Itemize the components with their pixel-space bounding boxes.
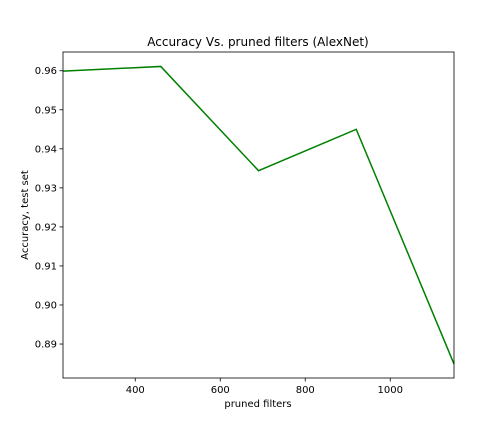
chart-title: Accuracy Vs. pruned filters (AlexNet) xyxy=(147,35,369,49)
plot-frame xyxy=(62,51,455,379)
y-tick-label: 0.96 xyxy=(35,66,57,77)
y-tick-label: 0.94 xyxy=(35,144,57,155)
x-axis: 400 600 800 1000 xyxy=(126,378,403,396)
y-axis-label: Accuracy, test set xyxy=(20,170,31,260)
x-tick-label: 800 xyxy=(296,385,315,396)
series-group xyxy=(62,65,455,365)
y-tick-label: 0.92 xyxy=(35,222,57,233)
x-axis-label: pruned filters xyxy=(224,399,291,410)
x-tick-label: 600 xyxy=(211,385,230,396)
series-line xyxy=(62,65,455,365)
x-tick-label: 1000 xyxy=(378,385,403,396)
y-tick-label: 0.89 xyxy=(35,340,57,351)
y-tick-label: 0.95 xyxy=(35,105,57,116)
y-tick-label: 0.90 xyxy=(35,300,57,311)
y-tick-label: 0.93 xyxy=(35,183,57,194)
y-axis: 0.89 0.90 0.91 0.92 0.93 0.94 0.95 0.96 xyxy=(35,66,63,351)
y-tick-label: 0.91 xyxy=(35,261,57,272)
x-tick-label: 400 xyxy=(126,385,145,396)
